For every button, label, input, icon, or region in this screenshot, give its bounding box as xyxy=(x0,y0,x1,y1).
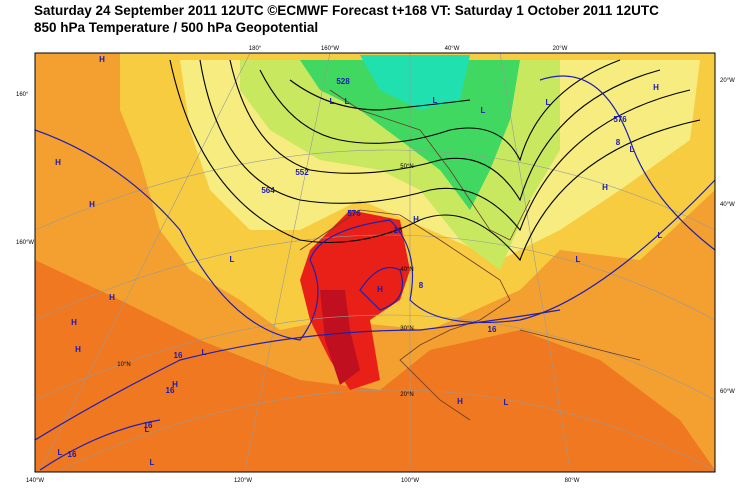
pressure-center: H xyxy=(602,183,608,192)
contour-label: 16 xyxy=(394,226,403,235)
contour-label: 16 xyxy=(68,450,77,459)
map-title: Saturday 24 September 2011 12UTC ©ECMWF … xyxy=(34,3,659,18)
latitude-label: 20°N xyxy=(400,392,413,398)
contour-label: 564 xyxy=(261,186,275,195)
pressure-center: L xyxy=(345,97,350,106)
longitude-label: 100°W xyxy=(401,478,419,484)
pressure-center: L xyxy=(330,97,335,106)
pressure-center: L xyxy=(230,255,235,264)
longitude-label: 160°W xyxy=(321,46,339,52)
pressure-center: H xyxy=(109,293,115,302)
pressure-center: H xyxy=(653,83,659,92)
pressure-center: L xyxy=(546,98,551,107)
longitude-label: 20°W xyxy=(553,46,568,52)
pressure-center: H xyxy=(377,285,383,294)
temperature-contours xyxy=(35,75,715,471)
polar-field xyxy=(360,55,470,110)
map-subtitle: 850 hPa Temperature / 500 hPa Geopotenti… xyxy=(34,20,319,35)
pressure-center: L xyxy=(58,448,63,457)
contour-label: 16 xyxy=(174,351,183,360)
pressure-center: H xyxy=(413,215,419,224)
pressure-center: H xyxy=(457,397,463,406)
pressure-center: L xyxy=(150,458,155,467)
geopotential-contours xyxy=(169,59,701,262)
contour-label: 528 xyxy=(336,77,350,86)
hottest-field xyxy=(320,290,360,385)
longitude-label: 180° xyxy=(249,46,262,52)
pressure-center: L xyxy=(433,96,438,105)
pressure-center: H xyxy=(55,158,61,167)
pressure-center: H xyxy=(99,55,105,64)
latitude-label: 50°N xyxy=(400,164,413,170)
pressure-center: L xyxy=(630,145,635,154)
longitude-label: 40°W xyxy=(720,202,735,208)
contour-label: 16 xyxy=(144,421,153,430)
longitude-label: 60°W xyxy=(720,389,735,395)
pressure-center: H xyxy=(172,380,178,389)
contour-label: 16 xyxy=(166,386,175,395)
contour-label: 16 xyxy=(488,325,497,334)
longitude-label: 160°W xyxy=(16,240,34,246)
latitude-label: 30°N xyxy=(400,326,413,332)
pressure-center: H xyxy=(71,318,77,327)
pressure-center: L xyxy=(504,398,509,407)
coastlines xyxy=(299,89,641,421)
pressure-center: L xyxy=(145,425,150,434)
pressure-center: L xyxy=(576,255,581,264)
longitude-label: 120°W xyxy=(234,478,252,484)
contour-label: 8 xyxy=(616,138,621,147)
latitude-label: 10°N xyxy=(117,362,130,368)
graticule xyxy=(35,53,715,471)
longitude-label: 20°W xyxy=(720,78,735,84)
longitude-label: 40°W xyxy=(445,46,460,52)
contour-label: 576 xyxy=(347,209,361,218)
contour-label: 552 xyxy=(295,168,309,177)
contour-label: 576 xyxy=(613,115,627,124)
longitude-label: 160° xyxy=(16,92,29,98)
longitude-label: 140°W xyxy=(26,478,44,484)
pressure-center: L xyxy=(658,231,663,240)
pressure-center: H xyxy=(75,345,81,354)
pressure-center: H xyxy=(89,200,95,209)
pressure-center: L xyxy=(481,106,486,115)
map-field xyxy=(35,53,715,472)
latitude-label: 40°N xyxy=(400,267,413,273)
longitude-label: 80°W xyxy=(565,478,580,484)
map-frame xyxy=(34,52,716,473)
pressure-center: L xyxy=(202,348,207,357)
contour-label: 8 xyxy=(419,281,424,290)
